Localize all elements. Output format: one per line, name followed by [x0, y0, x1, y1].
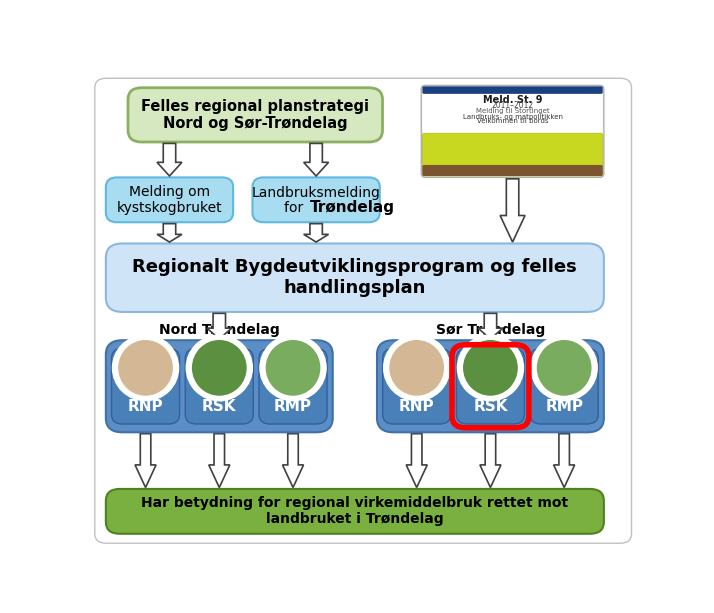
Polygon shape: [303, 143, 328, 176]
Ellipse shape: [388, 338, 446, 397]
Polygon shape: [478, 313, 503, 339]
Ellipse shape: [531, 334, 598, 402]
Polygon shape: [500, 179, 525, 242]
FancyBboxPatch shape: [259, 349, 327, 424]
Text: Nord Trøndelag: Nord Trøndelag: [159, 323, 280, 337]
Polygon shape: [207, 313, 232, 339]
Text: Sør Trøndelag: Sør Trøndelag: [436, 323, 545, 337]
Ellipse shape: [186, 334, 253, 402]
Text: Landbruksmelding: Landbruksmelding: [252, 186, 381, 200]
FancyBboxPatch shape: [421, 85, 604, 177]
FancyBboxPatch shape: [423, 86, 603, 133]
FancyBboxPatch shape: [128, 88, 383, 142]
Polygon shape: [135, 434, 156, 487]
Text: RSK: RSK: [202, 399, 236, 414]
Text: Velkommen til bords: Velkommen til bords: [477, 118, 548, 124]
FancyBboxPatch shape: [423, 133, 603, 176]
FancyBboxPatch shape: [185, 349, 253, 424]
FancyBboxPatch shape: [377, 340, 604, 432]
Polygon shape: [553, 434, 575, 487]
Text: RNP: RNP: [128, 399, 164, 414]
FancyBboxPatch shape: [423, 86, 603, 94]
Text: Melding til Stortinget: Melding til Stortinget: [476, 108, 549, 113]
FancyBboxPatch shape: [456, 349, 525, 424]
Polygon shape: [283, 434, 303, 487]
Polygon shape: [157, 143, 182, 176]
Ellipse shape: [383, 334, 451, 402]
FancyBboxPatch shape: [95, 78, 632, 543]
Polygon shape: [157, 224, 182, 242]
Ellipse shape: [117, 338, 174, 397]
FancyBboxPatch shape: [530, 349, 598, 424]
Ellipse shape: [457, 334, 524, 402]
Polygon shape: [303, 224, 328, 242]
Ellipse shape: [462, 338, 519, 397]
Text: RMP: RMP: [545, 399, 583, 414]
Ellipse shape: [112, 334, 179, 402]
Polygon shape: [406, 434, 427, 487]
Ellipse shape: [259, 334, 327, 402]
FancyBboxPatch shape: [106, 489, 604, 534]
Ellipse shape: [536, 338, 593, 397]
Text: RSK: RSK: [473, 399, 508, 414]
Text: Regionalt Bygdeutviklingsprogram og felles
handlingsplan: Regionalt Bygdeutviklingsprogram og fell…: [133, 258, 577, 297]
Text: RNP: RNP: [399, 399, 435, 414]
Polygon shape: [208, 434, 230, 487]
Text: Har betydning for regional virkemiddelbruk rettet mot
landbruket i Trøndelag: Har betydning for regional virkemiddelbr…: [141, 497, 568, 527]
Text: Felles regional planstrategi
Nord og Sør-Trøndelag: Felles regional planstrategi Nord og Sør…: [141, 99, 369, 131]
Text: Trøndelag: Trøndelag: [309, 200, 394, 215]
Text: RMP: RMP: [274, 399, 312, 414]
Text: 2011–2012: 2011–2012: [491, 101, 533, 110]
FancyBboxPatch shape: [423, 165, 603, 176]
Text: Melding om
kystskogbruket: Melding om kystskogbruket: [116, 185, 222, 215]
Polygon shape: [480, 434, 501, 487]
Ellipse shape: [191, 338, 248, 397]
Ellipse shape: [264, 338, 322, 397]
FancyBboxPatch shape: [111, 349, 180, 424]
FancyBboxPatch shape: [106, 177, 233, 223]
FancyBboxPatch shape: [106, 340, 333, 432]
Text: Meld. St. 9: Meld. St. 9: [483, 94, 543, 105]
Text: for: for: [284, 201, 308, 215]
Text: Landbruks- og matpolitikken: Landbruks- og matpolitikken: [463, 113, 563, 120]
FancyBboxPatch shape: [253, 177, 380, 223]
FancyBboxPatch shape: [106, 243, 604, 312]
FancyBboxPatch shape: [383, 349, 451, 424]
